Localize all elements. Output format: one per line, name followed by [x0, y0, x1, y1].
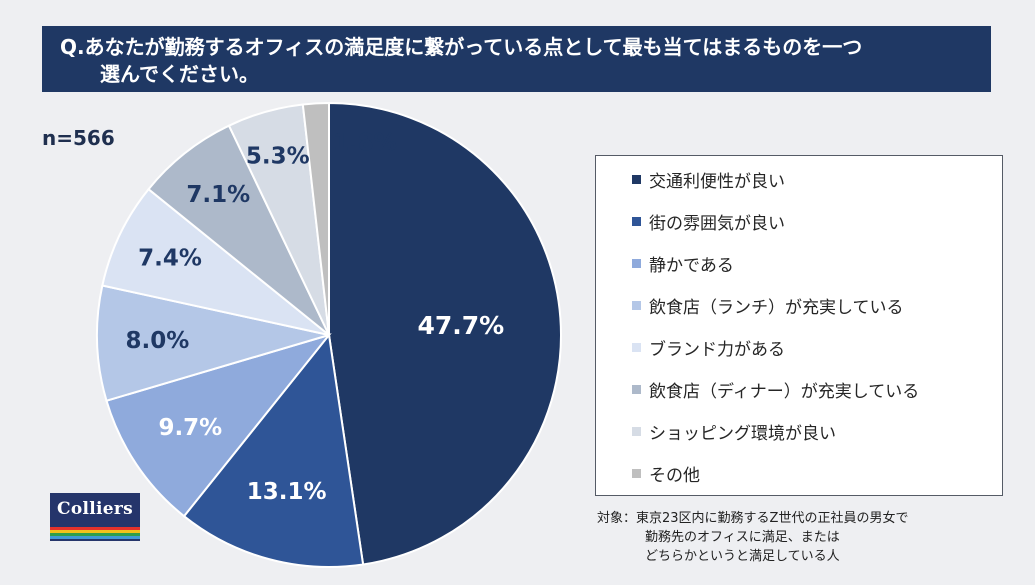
- legend-item: 街の雰囲気が良い: [632, 206, 785, 236]
- pie-data-label: 8.0%: [126, 328, 190, 354]
- pie-data-labels: 47.7% 13.1% 9.7% 8.0% 7.4% 7.1% 5.3% 1.8%: [126, 130, 505, 505]
- legend-swatch: [632, 216, 641, 226]
- logo-stripe: [50, 530, 140, 533]
- pie-data-label: 1.8%: [333, 130, 397, 156]
- legend-label: 飲食店（ディナー）が充実している: [649, 381, 920, 402]
- pie-data-label: 5.3%: [246, 144, 310, 170]
- legend-item: その他: [632, 458, 700, 488]
- legend-swatch: [632, 468, 641, 478]
- pie-data-label: 9.7%: [158, 415, 222, 441]
- legend-item: 静かである: [632, 248, 734, 278]
- legend-item: 飲食店（ランチ）が充実している: [632, 290, 904, 320]
- sample-size-label: n=566: [42, 126, 115, 150]
- legend-swatch: [632, 426, 641, 436]
- logo-color-stripes: [50, 527, 140, 539]
- pie-data-label: 7.1%: [186, 182, 250, 208]
- pie-slice: [147, 124, 330, 336]
- legend-item: ショッピング環境が良い: [632, 416, 836, 446]
- pie-slice: [328, 101, 562, 566]
- pie-slice: [101, 187, 330, 336]
- pie-data-label: 7.4%: [138, 246, 202, 272]
- survey-target-line1: 対象：東京23区内に勤務するZ世代の正社員の男女で: [597, 511, 909, 526]
- colliers-logo: Colliers: [50, 493, 140, 541]
- pie-slice: [182, 332, 365, 568]
- colliers-logo-text: Colliers: [57, 499, 133, 519]
- legend-label: 街の雰囲気が良い: [649, 213, 785, 234]
- pie-slices: [96, 101, 562, 568]
- legend-label: 交通利便性が良い: [649, 171, 785, 192]
- legend-swatch: [632, 342, 641, 352]
- legend-label: その他: [649, 465, 700, 486]
- pie-slice: [301, 101, 330, 336]
- question-title-line1: Q.あなたが勤務するオフィスの満足度に繋がっている点として最も当てはまるものを一…: [60, 35, 863, 59]
- survey-target-line2: 勤務先のオフィスに満足、または: [645, 530, 840, 545]
- legend-item: ブランド力がある: [632, 332, 785, 362]
- legend-label: 飲食店（ランチ）が充実している: [649, 297, 904, 318]
- logo-stripe: [50, 536, 140, 539]
- chart-legend: 交通利便性が良い 街の雰囲気が良い 静かである飲食店（ランチ）が充実している ブランド…: [595, 155, 1003, 496]
- legend-swatch: [632, 174, 641, 184]
- legend-label: 静かである: [649, 255, 734, 276]
- logo-stripe: [50, 533, 140, 536]
- pie-data-label: 47.7%: [418, 311, 505, 340]
- pie-slice: [105, 333, 332, 518]
- pie-chart: 47.7% 13.1% 9.7% 8.0% 7.4% 7.1% 5.3% 1.8%: [96, 101, 562, 568]
- question-title-bar: Q.あなたが勤務するオフィスの満足度に繋がっている点として最も当てはまるものを一…: [42, 26, 991, 92]
- pie-slice: [96, 284, 330, 402]
- question-title-line2: 選んでください。: [100, 62, 259, 86]
- legend-swatch: [632, 300, 641, 310]
- legend-item: 交通利便性が良い: [632, 164, 785, 194]
- legend-label: ショッピング環境が良い: [649, 423, 836, 444]
- legend-label: ブランド力がある: [649, 339, 785, 360]
- legend-item: 飲食店（ディナー）が充実している: [632, 374, 919, 404]
- survey-target-line3: どちらかというと満足している人: [645, 549, 840, 564]
- legend-swatch: [632, 258, 641, 268]
- legend-swatch: [632, 384, 641, 394]
- pie-data-label: 13.1%: [247, 479, 327, 505]
- survey-target-note: 対象：東京23区内に勤務するZ世代の正社員の男女で 勤務先のオフィスに満足、また…: [597, 509, 908, 566]
- logo-stripe: [50, 527, 140, 530]
